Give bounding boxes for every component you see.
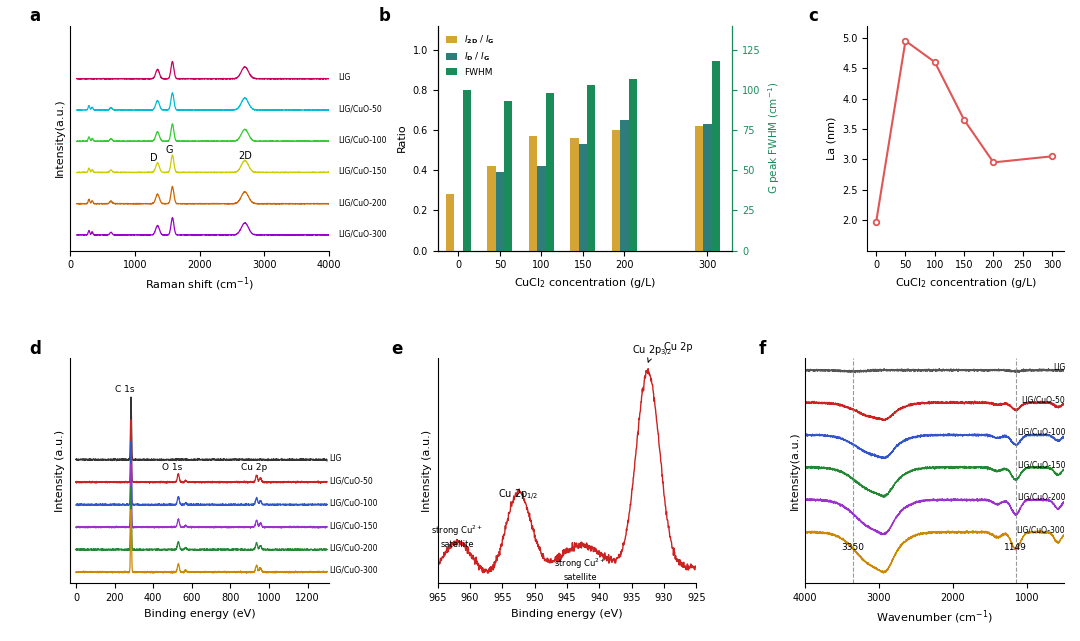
Bar: [703, 124, 712, 251]
X-axis label: CuCl$_2$ concentration (g/L): CuCl$_2$ concentration (g/L): [894, 276, 1037, 290]
Text: O 1s: O 1s: [162, 463, 183, 472]
Bar: [529, 136, 537, 251]
Text: Cu 2p$_{1/2}$: Cu 2p$_{1/2}$: [498, 488, 539, 503]
Bar: [496, 172, 504, 251]
Bar: [579, 144, 588, 251]
Text: LIG/CuO-100: LIG/CuO-100: [1016, 428, 1065, 437]
Text: LIG/CuO-200: LIG/CuO-200: [339, 198, 387, 207]
Text: LIG/CuO-300: LIG/CuO-300: [339, 229, 388, 238]
Text: LIG/CuO-50: LIG/CuO-50: [329, 476, 373, 485]
Text: LIG/CuO-150: LIG/CuO-150: [329, 521, 377, 530]
Y-axis label: Ratio: Ratio: [397, 124, 407, 153]
X-axis label: Wavenumber (cm$^{-1}$): Wavenumber (cm$^{-1}$): [876, 608, 993, 626]
Text: Cu 2p$_{3/2}$: Cu 2p$_{3/2}$: [632, 344, 672, 362]
Text: LIG/CuO-50: LIG/CuO-50: [1022, 395, 1065, 404]
Text: 1149: 1149: [1004, 543, 1027, 552]
Text: LIG/CuO-150: LIG/CuO-150: [1016, 460, 1065, 469]
Text: b: b: [379, 7, 391, 25]
Text: Cu 2p: Cu 2p: [664, 342, 692, 352]
Bar: [712, 61, 720, 251]
Text: LIG/CuO-100: LIG/CuO-100: [339, 136, 387, 145]
Text: C 1s: C 1s: [116, 385, 135, 394]
Text: LIG: LIG: [1053, 363, 1065, 372]
Bar: [612, 130, 620, 251]
Bar: [620, 120, 629, 251]
Text: c: c: [809, 7, 819, 25]
Y-axis label: Intensity (a.u.): Intensity (a.u.): [422, 430, 432, 512]
Text: 2D: 2D: [238, 151, 252, 161]
Bar: [446, 194, 455, 251]
Bar: [545, 93, 554, 251]
Bar: [588, 85, 595, 251]
Bar: [487, 166, 496, 251]
Y-axis label: La (nm): La (nm): [826, 117, 837, 160]
Text: LIG/CuO-300: LIG/CuO-300: [1016, 525, 1065, 534]
Text: LIG/CuO-200: LIG/CuO-200: [1016, 493, 1065, 502]
Text: LIG/CuO-50: LIG/CuO-50: [339, 104, 382, 113]
Bar: [537, 166, 545, 251]
Y-axis label: G peak FWHM (cm$^{-1}$): G peak FWHM (cm$^{-1}$): [766, 82, 782, 194]
X-axis label: Raman shift (cm$^{-1}$): Raman shift (cm$^{-1}$): [145, 276, 254, 294]
Y-axis label: Intensity(a.u.): Intensity(a.u.): [789, 431, 799, 510]
Legend: $I_\mathbf{2D}$ / $I_\mathbf{G}$, $I_\mathbf{D}$ / $I_\mathbf{G}$, FWHM: $I_\mathbf{2D}$ / $I_\mathbf{G}$, $I_\ma…: [442, 30, 498, 80]
Text: a: a: [29, 7, 40, 25]
Text: LIG/CuO-200: LIG/CuO-200: [329, 544, 377, 553]
Text: Cu 2p: Cu 2p: [241, 463, 267, 472]
Text: LIG/CuO-100: LIG/CuO-100: [329, 499, 377, 508]
Text: e: e: [391, 340, 403, 358]
Text: G: G: [165, 145, 173, 155]
Bar: [504, 101, 512, 251]
X-axis label: Binding energy (eV): Binding energy (eV): [144, 608, 255, 619]
Bar: [629, 79, 637, 251]
Text: f: f: [758, 340, 766, 358]
X-axis label: Binding energy (eV): Binding energy (eV): [511, 608, 623, 619]
Text: d: d: [29, 340, 41, 358]
Text: LIG/CuO-150: LIG/CuO-150: [339, 167, 387, 176]
Text: LIG/CuO-300: LIG/CuO-300: [329, 566, 378, 575]
Y-axis label: Intensity(a.u.): Intensity(a.u.): [55, 99, 65, 178]
Text: 3350: 3350: [841, 543, 865, 552]
Text: strong Cu$^{2+}$
satellite: strong Cu$^{2+}$ satellite: [431, 524, 483, 549]
Bar: [570, 138, 579, 251]
Text: LIG: LIG: [339, 73, 351, 82]
Y-axis label: Intensity (a.u.): Intensity (a.u.): [55, 430, 65, 512]
Bar: [462, 90, 471, 251]
X-axis label: CuCl$_2$ concentration (g/L): CuCl$_2$ concentration (g/L): [514, 276, 656, 290]
Text: strong Cu$^{2+}$
satellite: strong Cu$^{2+}$ satellite: [554, 557, 606, 582]
Text: D: D: [149, 153, 157, 163]
Text: LIG: LIG: [329, 454, 341, 463]
Bar: [694, 126, 703, 251]
